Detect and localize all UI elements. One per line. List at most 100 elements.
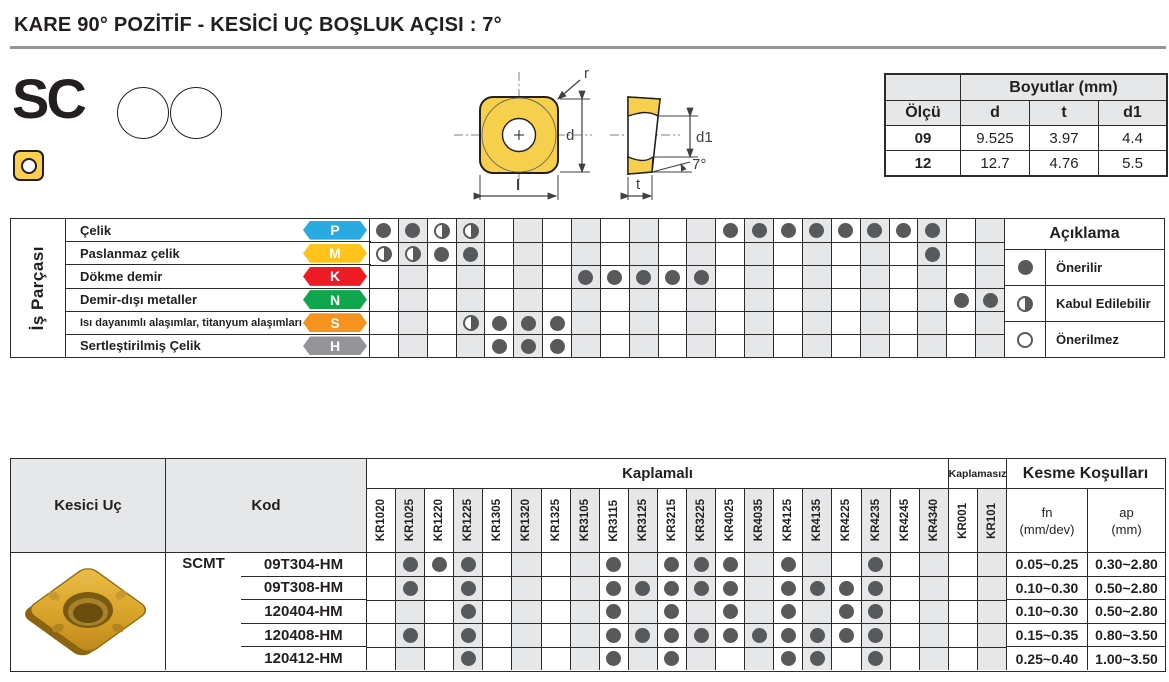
grade-mark-cell <box>540 599 570 624</box>
grade-mark-cell <box>917 288 947 311</box>
grade-mark-cell <box>571 334 600 357</box>
grade-mark-cell <box>513 288 543 311</box>
insert-photo <box>25 567 147 655</box>
grade-mark-cell <box>946 242 976 265</box>
grade-mark-cell <box>484 334 514 357</box>
grade-mark-cell <box>889 553 919 577</box>
grade-label: KR3215 <box>665 499 678 542</box>
workpiece-side-label: İş Parçası <box>11 219 66 357</box>
grade-mark-cell <box>801 265 831 288</box>
grade-mark-cell <box>918 599 948 624</box>
grade-mark-cell <box>571 288 600 311</box>
grade-mark-cell <box>484 265 514 288</box>
grade-mark-cell <box>859 334 889 357</box>
grade-mark-cell <box>571 265 600 288</box>
grade-mark-cell <box>397 311 427 334</box>
filled-dot-icon <box>664 557 680 573</box>
family-code: SC <box>12 67 87 130</box>
grade-mark-cell <box>686 265 716 288</box>
grade-mark-cell <box>569 646 599 670</box>
legend-item: Önerilir <box>1005 249 1164 285</box>
grade-mark-cell <box>628 334 658 357</box>
grade-mark-cell <box>484 288 514 311</box>
grade-mark-cell <box>395 599 425 624</box>
header-insert: Kesici Uç <box>11 459 166 553</box>
grade-mark-cell <box>542 265 572 288</box>
grade-mark-cell <box>453 553 483 577</box>
grade-mark-cell <box>598 599 628 624</box>
grade-mark-cell <box>773 288 802 311</box>
grade-mark-cell <box>542 288 572 311</box>
grade-mark-cell <box>918 646 948 670</box>
filled-dot-icon <box>924 223 940 238</box>
grade-mark-cell <box>599 311 629 334</box>
grade-header-kr4025: KR4025 <box>715 489 744 552</box>
grade-mark-cell <box>889 646 919 670</box>
grade-mark-cell <box>598 553 628 577</box>
grade-mark-cell <box>859 311 889 334</box>
filled-dot-icon <box>402 557 418 573</box>
grade-mark-cell <box>744 265 774 288</box>
filled-dot-icon <box>491 315 507 331</box>
grade-mark-cell <box>859 242 889 265</box>
grade-mark-cell <box>395 623 425 647</box>
grade-mark-cell <box>571 311 600 334</box>
grade-label: KR4245 <box>898 499 911 542</box>
grade-mark-cell <box>569 553 599 577</box>
grade-header-kr4135: KR4135 <box>802 489 832 552</box>
filled-dot-icon <box>780 627 796 643</box>
grade-mark-cell <box>397 219 427 242</box>
label-l: l <box>516 177 520 194</box>
grade-mark-cell <box>744 623 774 647</box>
header-code: Kod <box>166 459 366 553</box>
grade-header-kr4125: KR4125 <box>773 489 802 552</box>
grade-mark-cell <box>657 219 687 242</box>
grade-mark-cell <box>860 646 890 670</box>
material-name: Paslanmaz çelik <box>80 245 180 261</box>
header-ap: ap (mm) <box>1087 489 1165 553</box>
grade-mark-cell <box>744 576 774 600</box>
grade-mark-cell <box>686 646 716 670</box>
grade-mark-cell <box>511 553 541 577</box>
grade-mark-cell <box>395 576 425 600</box>
grade-mark-cell <box>715 334 745 357</box>
grade-mark-cell <box>482 576 512 600</box>
grade-mark-cell <box>628 288 658 311</box>
grade-mark-cell <box>744 242 774 265</box>
grade-mark-cell <box>540 576 570 600</box>
grade-mark-cell <box>366 599 396 624</box>
grade-header-kr1325: KR1325 <box>540 489 570 552</box>
grade-mark-cell <box>513 334 543 357</box>
fn-value: 0.10~0.30 <box>1007 599 1087 623</box>
filled-dot-icon <box>868 604 884 620</box>
half-dot-icon <box>375 246 392 262</box>
grade-mark-cell <box>627 646 657 670</box>
grade-mark-cell <box>801 242 831 265</box>
grade-mark-cell <box>773 242 802 265</box>
grade-mark-cell <box>831 646 861 670</box>
insert-code: 09T308-HM <box>241 575 366 600</box>
grade-mark-cell <box>744 599 774 624</box>
technical-drawing: r d l d1 t 7° <box>454 65 713 200</box>
grade-mark-cell <box>918 576 948 600</box>
grade-mark-cell <box>715 646 745 670</box>
grade-mark-cell <box>744 646 774 670</box>
grade-mark-cell <box>628 219 658 242</box>
grade-mark-cell <box>889 576 919 600</box>
filled-dot-icon <box>722 627 738 643</box>
label-t: t <box>636 176 641 193</box>
filled-dot-icon <box>868 627 884 643</box>
legend-item: Kabul Edilebilir <box>1005 285 1164 321</box>
grade-header-kr1025: KR1025 <box>395 489 425 552</box>
grade-mark-cell <box>715 219 744 242</box>
dim-value: 9.525 <box>960 125 1029 150</box>
filled-dot-icon <box>868 651 884 667</box>
insert-photo-cell <box>11 553 166 670</box>
grade-mark-cell <box>859 288 889 311</box>
filled-dot-icon <box>665 269 681 285</box>
grade-mark-cell <box>455 219 485 242</box>
grade-mark-cell <box>540 553 570 577</box>
grade-mark-cell <box>686 311 716 334</box>
grade-mark-cell <box>598 646 628 670</box>
half-dot-icon <box>404 246 421 262</box>
